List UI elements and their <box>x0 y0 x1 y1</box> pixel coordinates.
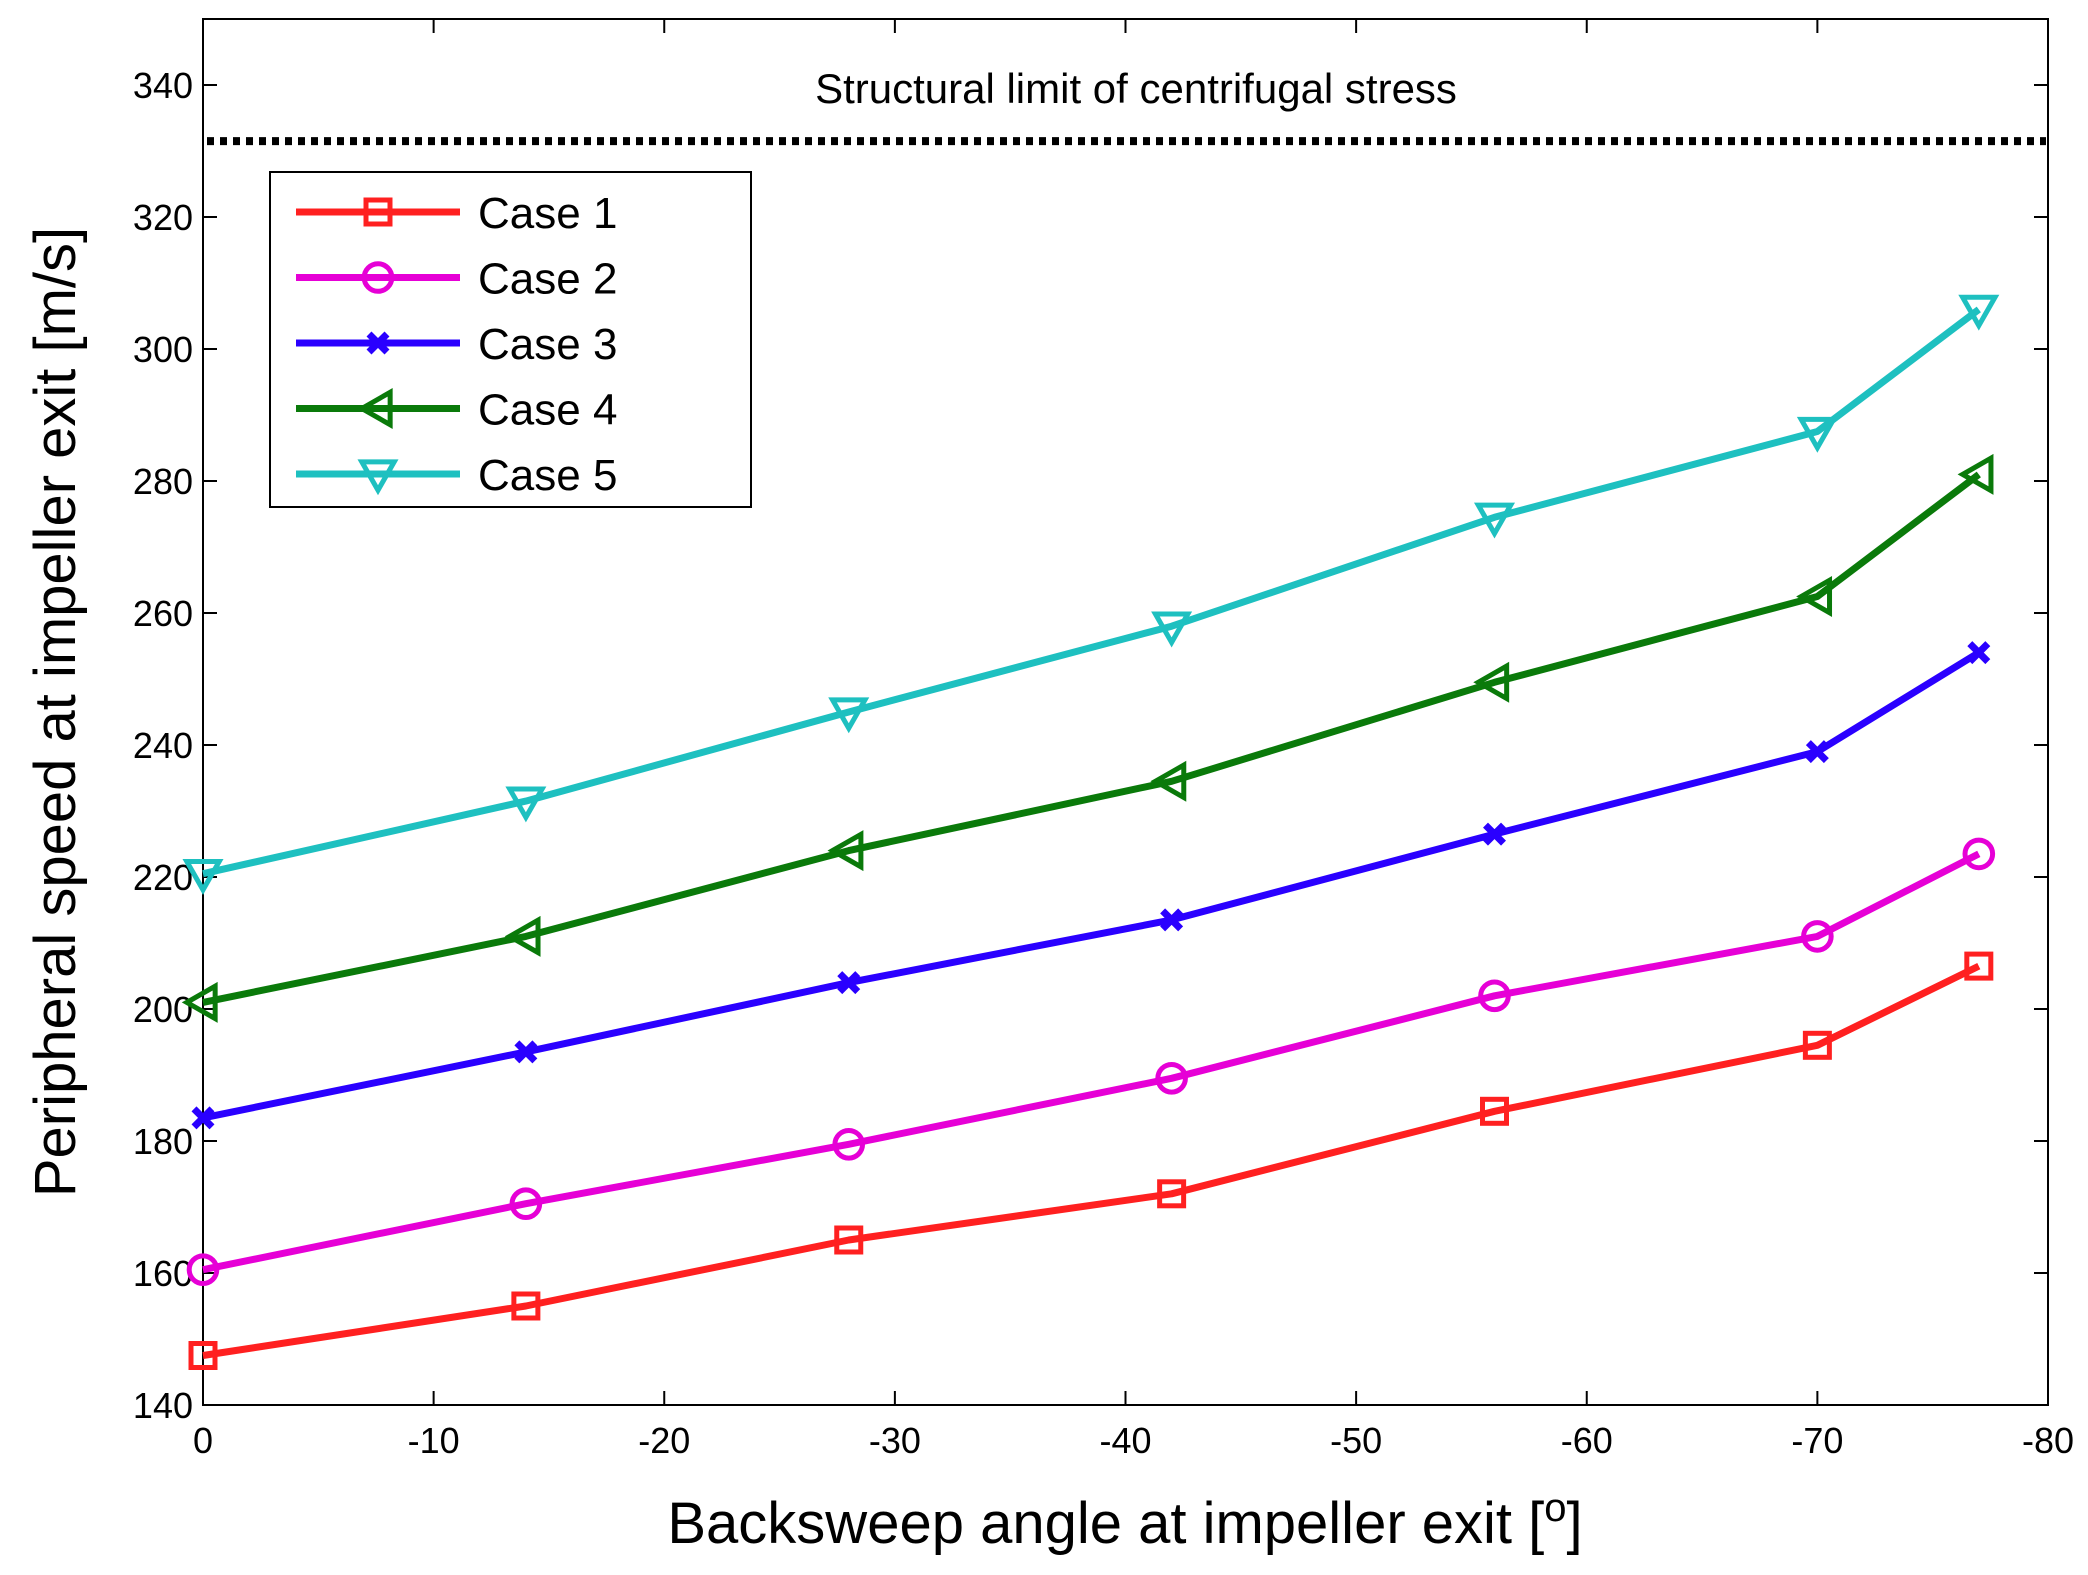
y-tick-label: 300 <box>133 329 193 370</box>
x-tick-label: -10 <box>408 1420 460 1461</box>
legend-label: Case 1 <box>478 189 617 238</box>
legend-entry: Case 5 <box>296 451 617 500</box>
data-point <box>1155 1062 1188 1095</box>
series-line <box>202 850 1981 1274</box>
x-axis-title-superscript: o <box>1544 1486 1566 1530</box>
x-tick-label: -40 <box>1099 1420 1151 1461</box>
x-tick-label: -30 <box>869 1420 921 1461</box>
data-point <box>186 1253 220 1286</box>
data-point <box>828 697 870 734</box>
x-axis-title: Backsweep angle at impeller exit [o] <box>667 1486 1582 1556</box>
legend-marker <box>356 387 393 430</box>
data-point <box>188 1341 218 1370</box>
legend-marker <box>363 197 393 227</box>
legend-marker <box>361 261 395 294</box>
data-point <box>505 786 547 823</box>
y-axis-title: Peripheral speed at impeller exit [m/s] <box>23 227 88 1197</box>
axis-ticks: 0 -10 -20 -30 -40 -50 -60 -70 -80 140 160 180 200 220… <box>133 19 2074 1461</box>
reference-line-group: Structural limit of centrifugal stress <box>207 65 2046 146</box>
y-tick-label: 260 <box>133 593 193 634</box>
x-tick-label: -50 <box>1330 1420 1382 1461</box>
data-point <box>1150 760 1187 802</box>
data-point <box>1964 951 1994 981</box>
x-tick-label: -80 <box>2022 1420 2074 1461</box>
legend-marker <box>357 459 399 496</box>
data-point <box>1962 837 1996 871</box>
legend: Case 1 Case 2 Case 3 Case 4 Case 5 <box>269 171 752 508</box>
legend-entry: Case 2 <box>296 255 617 304</box>
data-point <box>832 1128 866 1161</box>
y-tick-label: 340 <box>133 65 193 106</box>
data-point <box>1478 979 1511 1013</box>
x-tick-label: -70 <box>1791 1420 1843 1461</box>
series-line <box>202 306 1981 878</box>
data-point <box>1796 575 1833 618</box>
x-tick-label: -20 <box>638 1420 690 1461</box>
legend-label: Case 5 <box>478 451 617 500</box>
data-point <box>1160 908 1184 932</box>
data-point <box>1151 611 1193 648</box>
y-tick-label: 220 <box>133 857 193 898</box>
series-4 <box>181 453 1994 1023</box>
data-point <box>1805 740 1829 764</box>
structural-limit-label: Structural limit of centrifugal stress <box>815 65 1457 112</box>
legend-entry: Case 4 <box>296 386 617 435</box>
series-2 <box>186 837 1996 1286</box>
data-point <box>1801 920 1834 953</box>
legend-label: Case 3 <box>478 320 617 369</box>
x-axis-title-main: Backsweep angle at impeller exit [ <box>667 1491 1544 1556</box>
legend-entry: Case 1 <box>296 189 617 238</box>
y-tick-label: 320 <box>133 197 193 238</box>
data-point <box>1473 661 1510 703</box>
series-line <box>202 471 1981 1006</box>
data-point <box>504 915 541 957</box>
data-point <box>1802 1030 1832 1060</box>
legend-entry: Case 3 <box>296 320 617 369</box>
series-3 <box>191 641 1991 1130</box>
data-point <box>1796 416 1838 453</box>
legend-marker <box>366 331 390 355</box>
data-point <box>1483 822 1506 846</box>
data-point <box>1957 453 1994 495</box>
series-line <box>202 962 1981 1359</box>
series-layer <box>181 294 2000 1370</box>
legend-label: Case 4 <box>478 386 617 435</box>
series-5 <box>182 294 2000 895</box>
x-tick-label: 0 <box>193 1420 213 1461</box>
y-tick-label: 140 <box>133 1385 193 1426</box>
data-point <box>511 1291 541 1321</box>
series-1 <box>188 951 1994 1370</box>
data-point <box>1967 641 1991 665</box>
y-tick-label: 280 <box>133 461 193 502</box>
legend-label: Case 2 <box>478 255 617 304</box>
data-point <box>181 981 218 1023</box>
data-point <box>837 971 861 995</box>
data-point <box>1958 294 2000 331</box>
data-point <box>1157 1179 1187 1209</box>
x-tick-label: -60 <box>1561 1420 1613 1461</box>
data-point <box>509 1187 543 1220</box>
y-tick-label: 180 <box>133 1121 193 1162</box>
data-point <box>191 1106 215 1130</box>
data-point <box>514 1040 538 1064</box>
data-point <box>834 1225 864 1255</box>
y-tick-label: 240 <box>133 725 193 766</box>
data-point <box>1473 502 1516 539</box>
data-point <box>1480 1096 1509 1126</box>
x-axis-title-suffix: ] <box>1567 1491 1583 1556</box>
y-tick-label: 160 <box>133 1253 193 1294</box>
data-point <box>182 859 224 895</box>
data-point <box>827 830 864 872</box>
y-tick-label: 200 <box>133 989 193 1030</box>
